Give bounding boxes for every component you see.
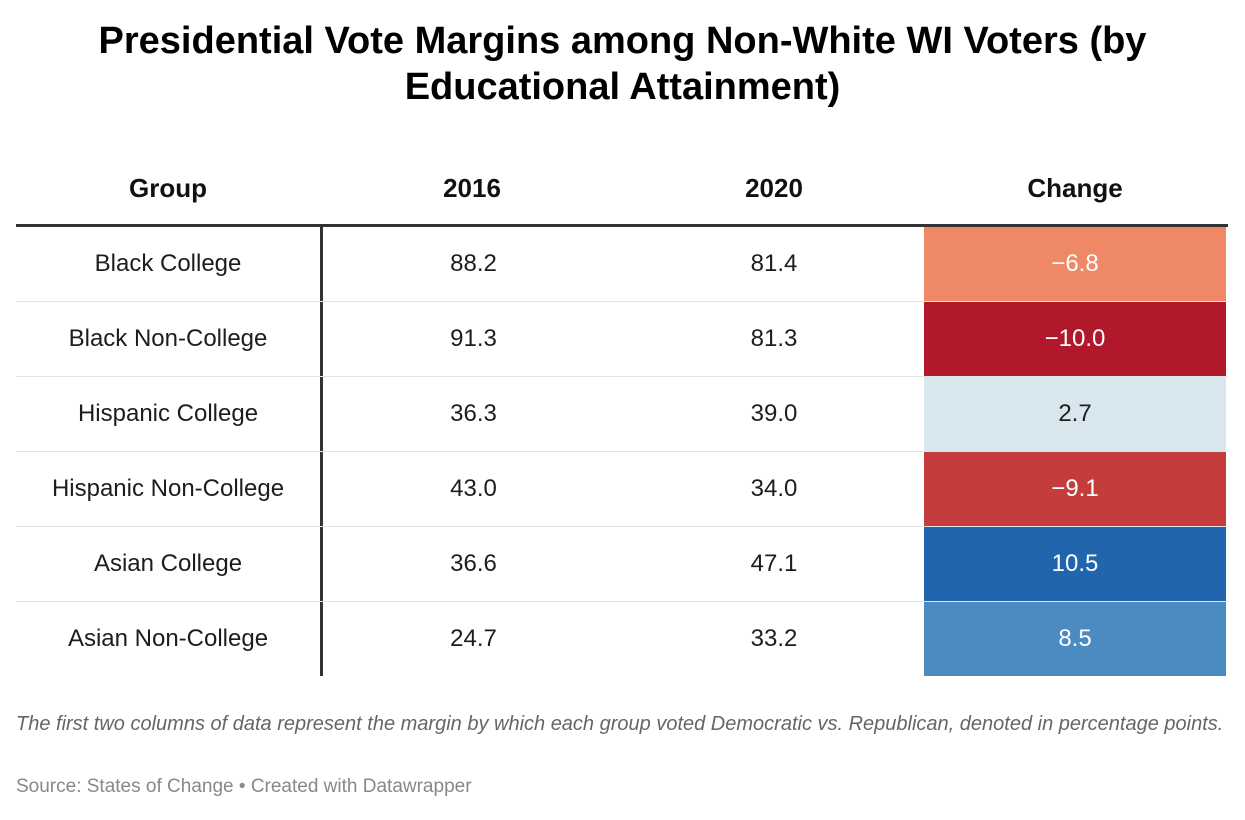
datawrapper-credit-link[interactable]: Created with Datawrapper bbox=[250, 776, 472, 797]
table-header: Group 2016 2020 Change bbox=[16, 152, 1228, 227]
cell-2020: 33.2 bbox=[750, 625, 798, 652]
cell-group: Hispanic Non-College bbox=[16, 452, 323, 526]
cell-2016: 36.6 bbox=[450, 550, 497, 577]
column-header-2020[interactable]: 2020 bbox=[745, 172, 803, 203]
cell-change: −10.0 bbox=[924, 302, 1226, 376]
table-row: Asian Non-College 24.7 33.2 8.5 bbox=[16, 602, 1228, 676]
cell-group: Asian Non-College bbox=[16, 602, 323, 676]
chart-note: The first two columns of data represent … bbox=[16, 713, 1224, 735]
table-row: Hispanic Non-College 43.0 34.0 −9.1 bbox=[16, 452, 1228, 527]
cell-2020: 47.1 bbox=[750, 550, 798, 577]
chart-title: Presidential Vote Margins among Non-Whit… bbox=[98, 20, 1147, 108]
cell-2016: 43.0 bbox=[450, 475, 497, 502]
cell-group: Black Non-College bbox=[16, 302, 323, 376]
table-row: Asian College 36.6 47.1 10.5 bbox=[16, 527, 1228, 602]
table-row: Hispanic College 36.3 39.0 2.7 bbox=[16, 377, 1228, 452]
cell-2016: 36.3 bbox=[450, 400, 497, 427]
cell-2016: 88.2 bbox=[450, 250, 497, 277]
cell-change: 2.7 bbox=[924, 377, 1226, 451]
data-table: Group 2016 2020 Change Black College 88.2… bbox=[16, 152, 1228, 676]
cell-group: Black College bbox=[16, 227, 323, 301]
column-header-change[interactable]: Change bbox=[1027, 172, 1123, 203]
cell-change: −9.1 bbox=[924, 452, 1226, 526]
cell-2020: 81.3 bbox=[750, 325, 798, 352]
cell-change: 10.5 bbox=[924, 527, 1226, 601]
cell-2016: 91.3 bbox=[450, 325, 497, 352]
cell-group: Asian College bbox=[16, 527, 323, 601]
source-line: Source: States of Change • Created with … bbox=[16, 776, 472, 798]
table-body: Black College 88.2 81.4 −6.8 Black Non-Colle… bbox=[16, 227, 1228, 676]
cell-group: Hispanic College bbox=[16, 377, 323, 451]
column-header-group[interactable]: Group bbox=[129, 172, 207, 203]
table-row: Black College 88.2 81.4 −6.8 bbox=[16, 227, 1228, 302]
table-row: Black Non-College 91.3 81.3 −10.0 bbox=[16, 302, 1228, 377]
source-separator: • bbox=[238, 776, 246, 797]
cell-2020: 81.4 bbox=[750, 250, 798, 277]
cell-change: 8.5 bbox=[924, 602, 1226, 676]
cell-change: −6.8 bbox=[924, 227, 1226, 301]
cell-2020: 34.0 bbox=[750, 475, 798, 502]
cell-2020: 39.0 bbox=[750, 400, 798, 427]
source-label: Source: States of Change bbox=[16, 776, 234, 797]
column-header-2016[interactable]: 2016 bbox=[443, 172, 501, 203]
cell-2016: 24.7 bbox=[450, 625, 497, 652]
